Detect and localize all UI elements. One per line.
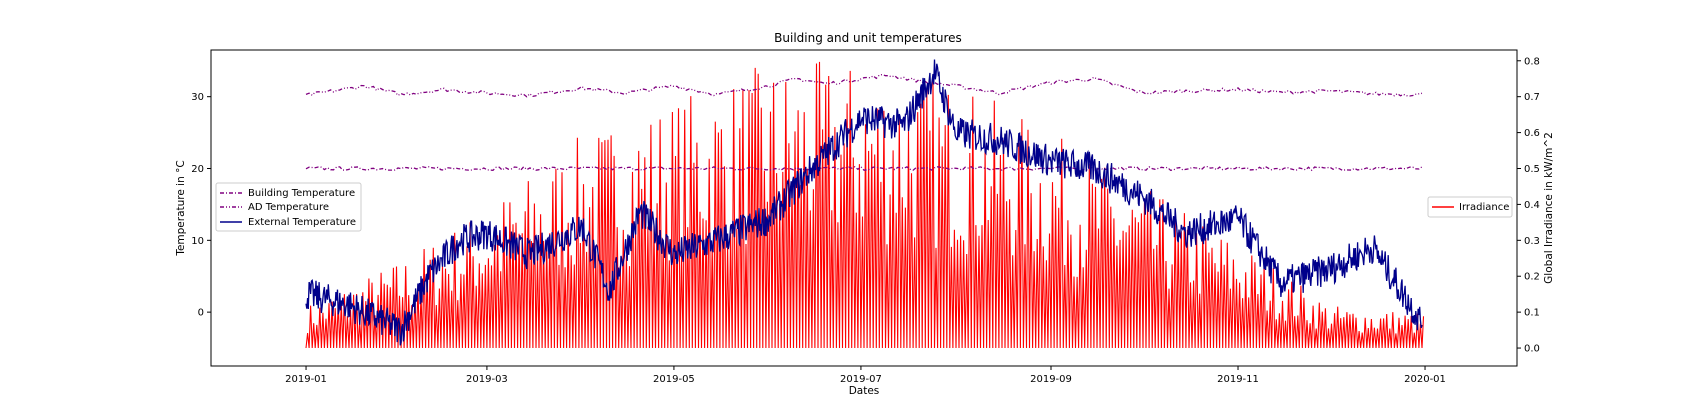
plot-frame bbox=[210, 49, 1518, 367]
x-tick-label: 2019-07 bbox=[840, 374, 882, 385]
y-right-tick-label: 0.0 bbox=[1524, 344, 1540, 355]
x-tick-label: 2019-09 bbox=[1030, 374, 1072, 385]
plot-area bbox=[305, 59, 1425, 349]
y-right-tick-label: 0.7 bbox=[1524, 92, 1540, 103]
chart-title: Building and unit temperatures bbox=[774, 31, 962, 45]
x-axis: 2019-01 2019-03 2019-05 2019-07 2019-09 2019-… bbox=[285, 366, 1446, 385]
legend-temperature: Building Temperature AD Temperature Exte… bbox=[215, 182, 362, 232]
x-tick-label: 2019-03 bbox=[466, 374, 508, 385]
legend-temperature-box bbox=[215, 182, 362, 232]
y-right-tick-label: 0.1 bbox=[1524, 308, 1540, 319]
y-left-tick-label: 30 bbox=[191, 92, 204, 103]
y-axis-left-label: Temperature in °C bbox=[175, 160, 187, 256]
y-right-tick-label: 0.4 bbox=[1524, 200, 1540, 211]
y-right-tick-label: 0.3 bbox=[1524, 236, 1540, 247]
series-ad-temperature bbox=[305, 73, 1423, 98]
y-left-tick-label: 20 bbox=[191, 164, 204, 175]
legend-irradiance-box bbox=[1427, 196, 1513, 218]
y-axis-left: 0 10 20 30 bbox=[191, 92, 211, 319]
x-axis-label: Dates bbox=[849, 385, 880, 397]
series-layer bbox=[305, 59, 1425, 349]
legend-irradiance: Irradiance bbox=[1427, 196, 1513, 218]
x-tick-label: 2019-11 bbox=[1217, 374, 1259, 385]
y-axis-right-label: Global Irradiance in kW/m^2 bbox=[1543, 132, 1555, 284]
legend-external-temperature-label: External Temperature bbox=[248, 217, 356, 228]
y-right-tick-label: 0.8 bbox=[1524, 56, 1540, 67]
series-building-temperature bbox=[305, 165, 1423, 172]
series-external-temperature bbox=[305, 59, 1423, 346]
series-irradiance bbox=[305, 61, 1425, 349]
legend-irradiance-label: Irradiance bbox=[1459, 202, 1509, 213]
legend-building-temperature-label: Building Temperature bbox=[248, 188, 355, 199]
y-left-tick-label: 10 bbox=[191, 236, 204, 247]
y-right-tick-label: 0.2 bbox=[1524, 272, 1540, 283]
y-left-tick-label: 0 bbox=[198, 308, 204, 319]
legend-ad-temperature-label: AD Temperature bbox=[248, 202, 329, 213]
y-right-tick-label: 0.5 bbox=[1524, 164, 1540, 175]
x-tick-label: 2020-01 bbox=[1404, 374, 1446, 385]
y-axis-right: 0.0 0.1 0.2 0.3 0.4 0.5 0.6 0.7 0.8 bbox=[1517, 56, 1540, 355]
x-tick-label: 2019-01 bbox=[285, 374, 327, 385]
x-tick-label: 2019-05 bbox=[653, 374, 695, 385]
y-right-tick-label: 0.6 bbox=[1524, 128, 1540, 139]
